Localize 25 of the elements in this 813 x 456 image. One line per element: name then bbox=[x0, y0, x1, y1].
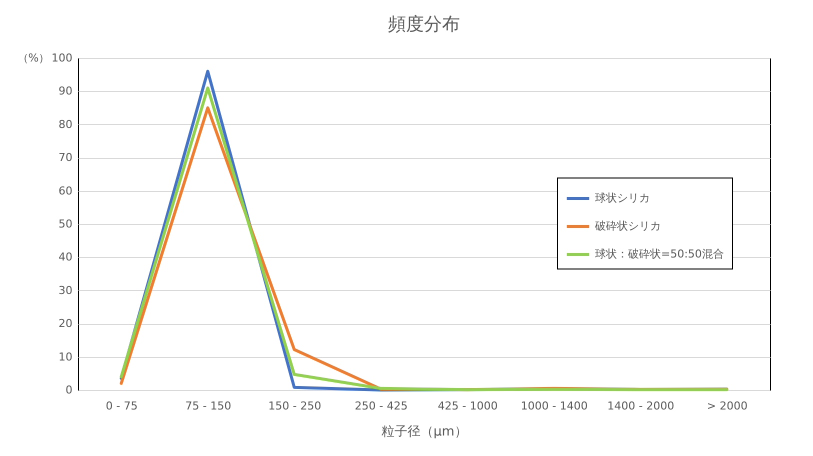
y-tick-label: 100 bbox=[52, 52, 72, 64]
legend-label: 球状シリカ bbox=[595, 192, 650, 205]
x-tick-label: 425 - 1000 bbox=[438, 400, 498, 412]
x-tick-label: 0 - 75 bbox=[106, 400, 138, 412]
y-tick-label: 0 bbox=[66, 384, 72, 396]
y-tick-label: 70 bbox=[58, 151, 72, 164]
x-tick-label: 1000 - 1400 bbox=[520, 400, 588, 412]
y-tick-label: 60 bbox=[58, 184, 72, 198]
y-axis-title: （%） bbox=[17, 52, 50, 64]
y-tick-label: 20 bbox=[58, 317, 72, 330]
y-tick-label: 10 bbox=[58, 350, 72, 364]
x-tick-label: 150 - 250 bbox=[268, 400, 322, 412]
legend-label: 破砕状シリカ bbox=[594, 220, 661, 233]
chart-title: 頻度分布 bbox=[388, 14, 460, 35]
x-tick-label: > 2000 bbox=[706, 400, 748, 412]
x-tick-label: 250 - 425 bbox=[354, 400, 408, 412]
x-tick-label: 1400 - 2000 bbox=[607, 400, 674, 412]
x-axis-title: 粒子径（μm） bbox=[382, 424, 468, 440]
y-tick-label: 30 bbox=[58, 284, 72, 297]
y-tick-label: 90 bbox=[58, 84, 72, 98]
y-tick-label: 80 bbox=[58, 118, 72, 131]
y-tick-label: 40 bbox=[58, 250, 72, 264]
y-tick-label: 50 bbox=[58, 218, 72, 230]
x-tick-label: 75 - 150 bbox=[185, 400, 232, 412]
legend-label: 球状：破砕状=50:50混合 bbox=[595, 248, 724, 261]
